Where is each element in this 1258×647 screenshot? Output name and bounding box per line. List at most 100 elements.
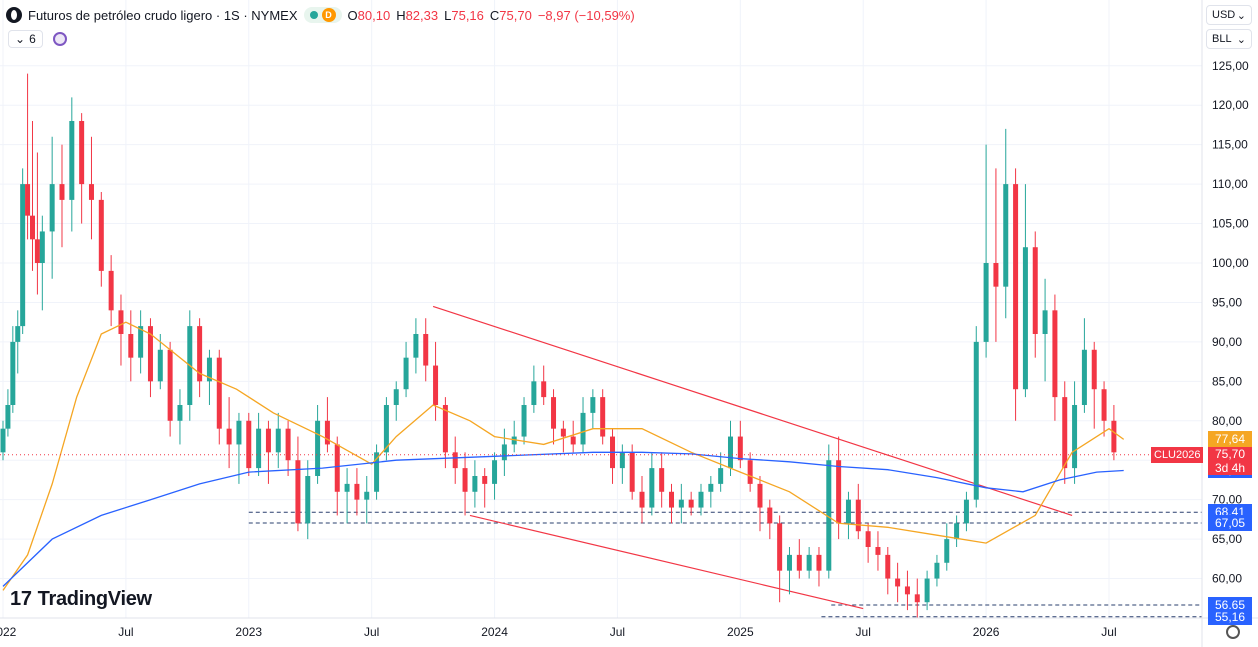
candle-body — [777, 523, 783, 571]
close-label: C — [489, 7, 500, 23]
unit-button[interactable]: BLL ⌄ — [1206, 29, 1252, 49]
candle-body — [816, 554, 822, 571]
symbol-icon — [6, 7, 22, 23]
candle-body — [15, 326, 21, 342]
candle-body — [1062, 397, 1068, 469]
candle-body — [177, 405, 183, 421]
y-tick-label: 90,00 — [1212, 335, 1242, 349]
candle-body — [836, 460, 842, 524]
candle-body — [25, 184, 31, 216]
candle-body — [20, 184, 26, 327]
candle-body — [29, 215, 35, 240]
chevron-down-icon: ⌄ — [1236, 33, 1246, 46]
gear-icon[interactable] — [1226, 625, 1240, 639]
candle-body — [1022, 247, 1028, 390]
indicator-controls: ⌄ 6 — [8, 30, 67, 48]
candle-body — [492, 460, 498, 484]
candle-body — [806, 554, 812, 571]
close-value: 75,70 — [499, 7, 532, 23]
candle-body — [875, 547, 881, 555]
candle-body — [767, 507, 773, 524]
candle-body — [433, 365, 439, 405]
candle-body — [442, 405, 448, 453]
candle-body — [727, 436, 733, 469]
candle-body — [482, 476, 488, 484]
candle-body — [934, 562, 940, 579]
candle-body — [551, 397, 557, 429]
ohlc-readout: O80,10 H82,33 L75,16 C75,70 −8,97 (−10,5… — [348, 8, 635, 23]
candle-body — [324, 420, 330, 445]
change-value: −8,97 (−10,59%) — [537, 7, 635, 23]
x-tick-label: 2025 — [727, 625, 754, 639]
y-axis: 60,0065,0070,0075,0080,0085,0090,0095,00… — [1201, 0, 1249, 647]
candle-body — [560, 428, 566, 437]
candle-body — [639, 491, 645, 508]
candle-body — [147, 326, 153, 382]
candle-body — [669, 491, 675, 508]
low-value: 75,16 — [451, 7, 484, 23]
chart-title[interactable]: Futuros de petróleo crudo ligero · 1S · … — [28, 7, 298, 23]
candle-body — [983, 263, 989, 342]
tradingview-mark: 17 — [10, 588, 32, 610]
candle-body — [1042, 310, 1048, 334]
level-tag: 67,05 — [1208, 514, 1252, 531]
candle-body — [924, 578, 930, 603]
market-status[interactable]: D — [303, 7, 342, 23]
candle-body — [413, 334, 419, 358]
candle-body — [49, 184, 55, 232]
refresh-icon[interactable] — [52, 32, 67, 46]
trendline — [469, 514, 864, 610]
x-tick-label: Jul — [610, 625, 625, 639]
candle-body — [79, 121, 85, 185]
candle-body — [973, 341, 979, 500]
indicators-count: 6 — [29, 32, 36, 46]
candle-body — [600, 397, 606, 437]
candle-body — [265, 428, 271, 453]
candle-body — [315, 420, 321, 476]
candle-body — [364, 491, 370, 500]
candle-body — [393, 389, 399, 405]
candle-body — [993, 263, 999, 287]
currency-button[interactable]: USD ⌄ — [1206, 5, 1252, 25]
y-tick-label: 120,00 — [1212, 98, 1249, 112]
candle-body — [895, 578, 901, 587]
indicators-toggle[interactable]: ⌄ 6 — [8, 30, 43, 48]
candle-body — [98, 199, 104, 271]
y-tick-label: 95,00 — [1212, 295, 1242, 309]
x-tick-label: Jul — [1101, 625, 1116, 639]
y-tick-label: 110,00 — [1212, 177, 1248, 191]
candle-body — [462, 468, 468, 492]
x-tick-label: 2026 — [973, 625, 1000, 639]
ma-value-tag: 77,64 — [1208, 431, 1252, 448]
high-label: H — [396, 7, 406, 23]
candle-body — [580, 412, 586, 445]
y-tick-label: 70,00 — [1212, 493, 1242, 507]
candle-body — [1081, 349, 1087, 405]
candle-body — [796, 554, 802, 571]
trendline — [432, 305, 1073, 517]
level-tag: 55,16 — [1208, 608, 1252, 625]
bar-countdown: 3d 4h — [1214, 460, 1246, 475]
candle-body — [541, 381, 547, 398]
horizontal-lines — [248, 511, 1202, 618]
candle-body — [334, 444, 340, 492]
x-tick-label: 2022 — [0, 625, 17, 639]
candle-body — [374, 452, 380, 492]
candle-body — [845, 499, 851, 524]
x-tick-label: 2023 — [235, 625, 262, 639]
last-price-tag: 75,70 3d 4h — [1208, 446, 1252, 475]
candle-body — [649, 468, 655, 508]
candle-body — [590, 397, 596, 413]
candle-body — [698, 491, 704, 508]
candle-body — [1072, 405, 1078, 469]
candle-body — [10, 341, 16, 405]
candle-body — [1032, 247, 1038, 334]
trendlines — [432, 305, 1073, 610]
candle-body — [167, 349, 173, 421]
candle-body — [885, 554, 891, 579]
candle-body — [659, 468, 665, 492]
x-tick-label: 2024 — [481, 625, 508, 639]
y-tick-label: 115,00 — [1212, 138, 1248, 152]
candle-body — [747, 460, 753, 484]
